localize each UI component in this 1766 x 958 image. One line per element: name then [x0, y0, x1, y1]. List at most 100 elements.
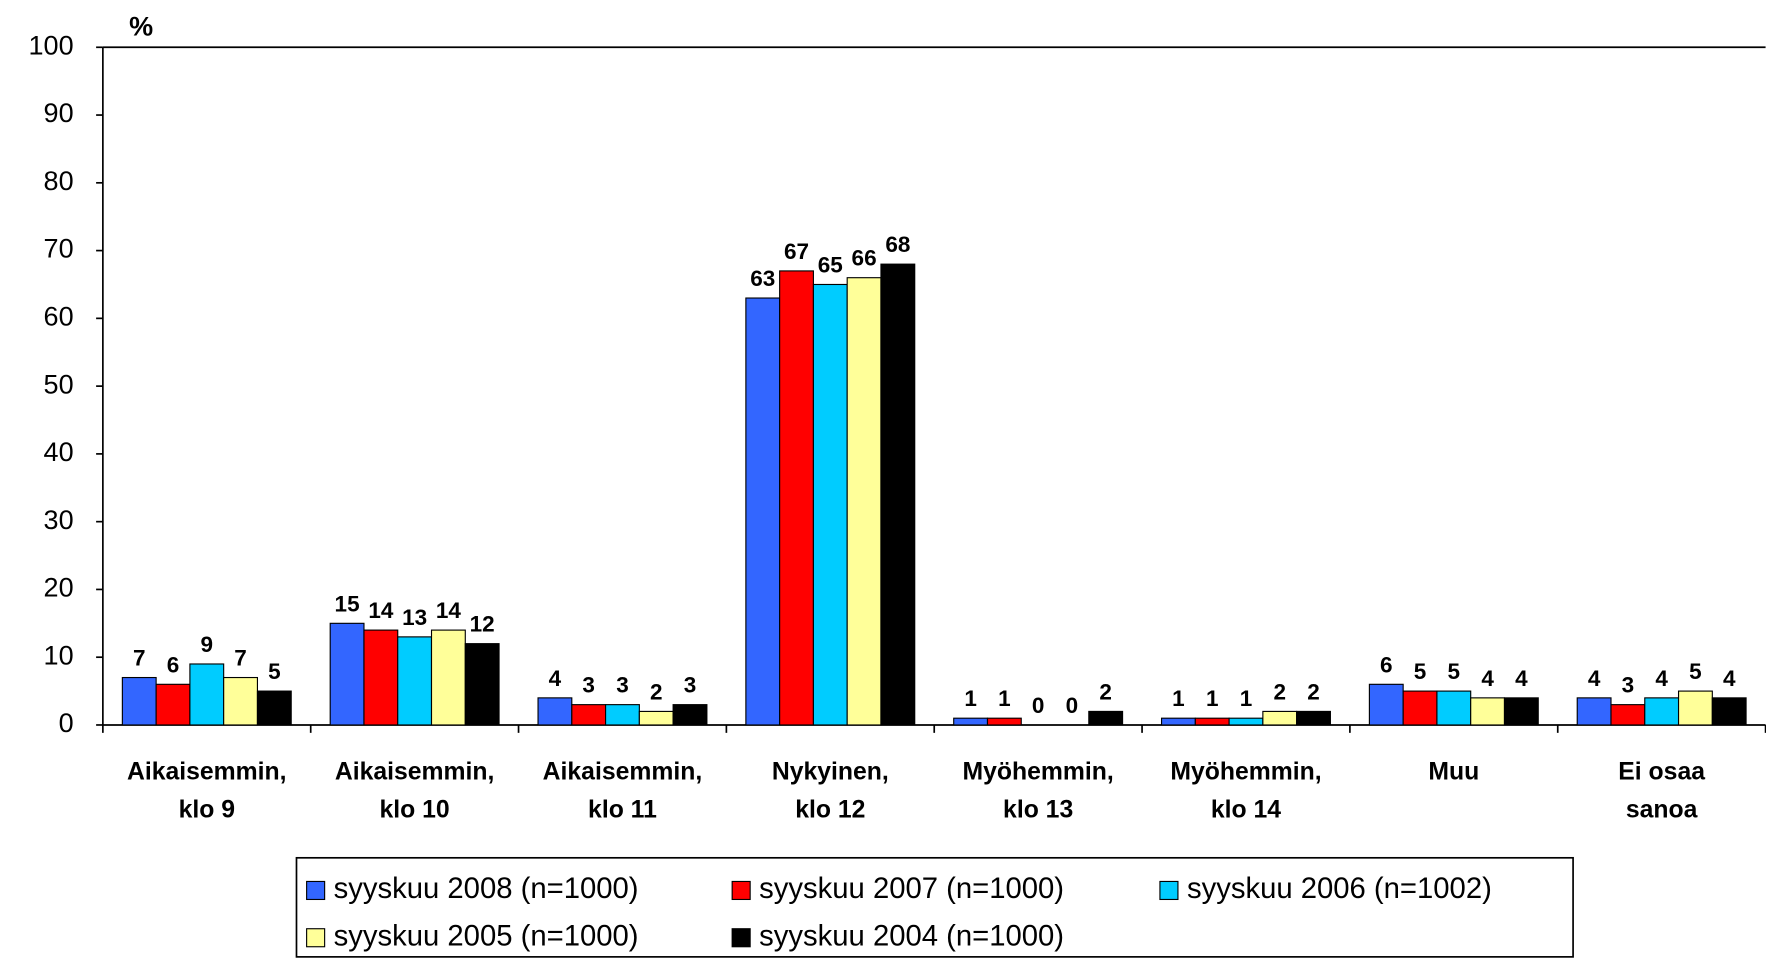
value-label: 13 — [402, 605, 427, 630]
bar — [638, 710, 674, 726]
y-tick-label: 60 — [44, 301, 74, 331]
y-tick-label: 100 — [29, 30, 74, 60]
bar — [672, 704, 708, 726]
value-label: 67 — [784, 239, 809, 264]
bar — [1503, 697, 1539, 726]
x-tick-label: Myöhemmin, klo 13 — [962, 758, 1113, 823]
chart-title: % — [129, 11, 153, 41]
legend-swatch — [1159, 880, 1179, 901]
x-tick-label: Ei osaa sanoa — [1618, 758, 1705, 823]
value-label: 15 — [335, 591, 360, 616]
value-label: 1 — [964, 686, 977, 711]
y-tick-label: 10 — [44, 640, 74, 670]
bar — [1402, 690, 1438, 726]
value-label: 2 — [650, 679, 663, 704]
bar — [1677, 690, 1713, 726]
bar — [189, 663, 225, 726]
legend-label: syyskuu 2005 (n=1000) — [334, 920, 639, 952]
y-tick-label: 40 — [44, 437, 74, 467]
value-label: 2 — [1307, 679, 1320, 704]
bar — [571, 704, 607, 726]
bar — [329, 622, 365, 726]
value-label: 63 — [750, 266, 775, 291]
value-label: 4 — [1515, 666, 1528, 691]
y-tick-label: 80 — [44, 166, 74, 196]
legend-label: syyskuu 2004 (n=1000) — [759, 920, 1064, 952]
x-tick-label: Myöhemmin, klo 14 — [1170, 758, 1321, 823]
legend-swatch — [306, 928, 326, 948]
bar — [1470, 697, 1506, 726]
legend-label: syyskuu 2007 (n=1000) — [759, 873, 1064, 905]
bar — [1262, 710, 1298, 726]
value-label: 2 — [1099, 679, 1112, 704]
bar — [464, 643, 500, 726]
value-label: 12 — [470, 612, 495, 637]
bar — [1711, 697, 1747, 726]
value-label: 3 — [616, 673, 629, 698]
bar — [256, 690, 292, 726]
x-tick-label: Muu — [1428, 758, 1479, 785]
legend-swatch — [731, 880, 751, 901]
value-label: 3 — [1622, 673, 1635, 698]
bar — [1368, 683, 1404, 726]
value-label: 1 — [1240, 686, 1253, 711]
value-label: 1 — [1172, 686, 1185, 711]
bar — [1576, 697, 1612, 726]
legend-swatch — [306, 880, 326, 901]
bar — [880, 263, 916, 726]
legend-label: syyskuu 2006 (n=1002) — [1187, 873, 1492, 905]
value-label: 2 — [1273, 679, 1286, 704]
x-tick-label: Nykyinen, klo 12 — [772, 758, 889, 823]
bar — [363, 629, 399, 726]
bar — [745, 297, 781, 726]
x-tick-label: Aikaisemmin, klo 11 — [543, 758, 703, 823]
value-label: 0 — [1066, 693, 1079, 718]
bar — [1436, 690, 1472, 726]
x-tick-label: Aikaisemmin, klo 10 — [335, 758, 495, 823]
bar — [986, 717, 1022, 726]
bar — [1610, 704, 1646, 726]
value-label: 1 — [1206, 686, 1219, 711]
y-tick-label: 20 — [44, 573, 74, 603]
value-label: 4 — [1723, 666, 1736, 691]
value-label: 5 — [1689, 659, 1702, 684]
legend-swatch — [731, 928, 751, 948]
bar — [812, 283, 848, 726]
value-label: 14 — [436, 598, 462, 623]
bar — [223, 676, 259, 726]
value-label: 14 — [368, 598, 394, 623]
value-label: 4 — [1481, 666, 1494, 691]
value-label: 68 — [885, 232, 910, 257]
value-label: 6 — [1380, 652, 1393, 677]
bar — [430, 629, 466, 726]
value-label: 3 — [582, 673, 595, 698]
value-label: 0 — [1032, 693, 1045, 718]
value-label: 6 — [167, 652, 180, 677]
y-tick-label: 70 — [44, 234, 74, 264]
bar — [953, 717, 989, 726]
bar — [1228, 717, 1264, 726]
bar — [1160, 717, 1196, 726]
bar — [1644, 697, 1680, 726]
bar — [846, 277, 882, 726]
value-label: 4 — [1655, 666, 1668, 691]
bar — [1194, 717, 1230, 726]
value-label: 4 — [549, 666, 562, 691]
y-tick-label: 50 — [44, 369, 74, 399]
bar — [1296, 710, 1331, 726]
bar — [121, 676, 157, 726]
x-tick-label: Aikaisemmin, klo 9 — [127, 758, 287, 823]
value-label: 3 — [684, 673, 697, 698]
y-tick-label: 90 — [44, 98, 74, 128]
value-label: 5 — [1414, 659, 1427, 684]
value-label: 4 — [1588, 666, 1601, 691]
bar — [537, 697, 573, 726]
value-label: 1 — [998, 686, 1011, 711]
bar — [605, 704, 640, 726]
legend-box — [295, 856, 1574, 958]
value-label: 9 — [201, 632, 214, 657]
value-label: 7 — [234, 645, 247, 670]
legend-label: syyskuu 2008 (n=1000) — [334, 873, 639, 905]
value-label: 5 — [268, 659, 281, 684]
